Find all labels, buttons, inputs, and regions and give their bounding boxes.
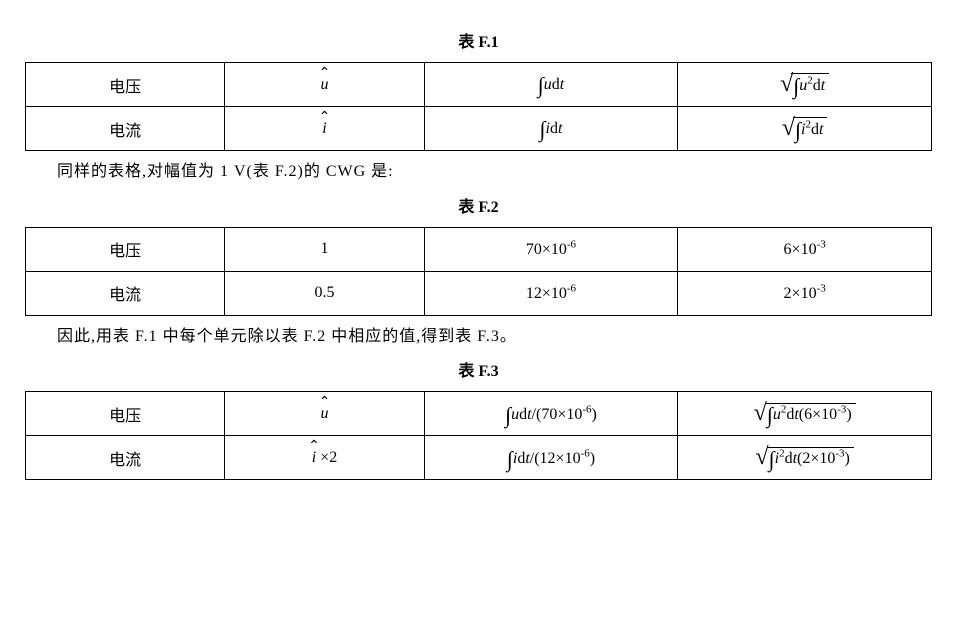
table-f3: 电压 u ∫udt/(70×10-6) √∫u2dt(6×10-3) 电流 i …	[25, 391, 932, 480]
cell-rms-div: √∫u2dt(6×10-3)	[678, 392, 932, 436]
table-row: 电压 u ∫udt √∫u2dt	[26, 63, 932, 107]
table-f3-title: 表 F.3	[25, 357, 932, 381]
table-f2-title: 表 F.2	[25, 193, 932, 217]
row-label: 电压	[26, 63, 225, 107]
cell-value: 6×10-3	[678, 227, 932, 271]
cell-value: 1	[225, 227, 424, 271]
cell-peak: u	[225, 392, 424, 436]
row-label: 电压	[26, 392, 225, 436]
cell-rms-div: √∫i2dt(2×10-3)	[678, 436, 932, 480]
table-row: 电流 0.5 12×10-6 2×10-3	[26, 271, 932, 315]
cell-value: 0.5	[225, 271, 424, 315]
paragraph-2: 因此,用表 F.1 中每个单元除以表 F.2 中相应的值,得到表 F.3。	[57, 324, 932, 350]
table-f1-title: 表 F.1	[25, 28, 932, 52]
cell-integral: ∫udt	[424, 63, 678, 107]
cell-rms: √∫i2dt	[678, 107, 932, 151]
table-f2: 电压 1 70×10-6 6×10-3 电流 0.5 12×10-6 2×10-…	[25, 227, 932, 316]
cell-integral: ∫idt	[424, 107, 678, 151]
table-row: 电流 i ×2 ∫idt/(12×10-6) √∫i2dt(2×10-3)	[26, 436, 932, 480]
table-row: 电压 1 70×10-6 6×10-3	[26, 227, 932, 271]
cell-value: 2×10-3	[678, 271, 932, 315]
cell-rms: √∫u2dt	[678, 63, 932, 107]
cell-peak: i ×2	[225, 436, 424, 480]
row-label: 电压	[26, 227, 225, 271]
cell-integral-div: ∫idt/(12×10-6)	[424, 436, 678, 480]
paragraph-1: 同样的表格,对幅值为 1 V(表 F.2)的 CWG 是:	[57, 159, 932, 185]
cell-value: 12×10-6	[424, 271, 678, 315]
table-row: 电流 i ∫idt √∫i2dt	[26, 107, 932, 151]
cell-peak: u	[225, 63, 424, 107]
row-label: 电流	[26, 271, 225, 315]
cell-peak: i	[225, 107, 424, 151]
row-label: 电流	[26, 436, 225, 480]
table-row: 电压 u ∫udt/(70×10-6) √∫u2dt(6×10-3)	[26, 392, 932, 436]
cell-integral-div: ∫udt/(70×10-6)	[424, 392, 678, 436]
row-label: 电流	[26, 107, 225, 151]
table-f1: 电压 u ∫udt √∫u2dt 电流 i ∫idt √∫i2dt	[25, 62, 932, 151]
cell-value: 70×10-6	[424, 227, 678, 271]
